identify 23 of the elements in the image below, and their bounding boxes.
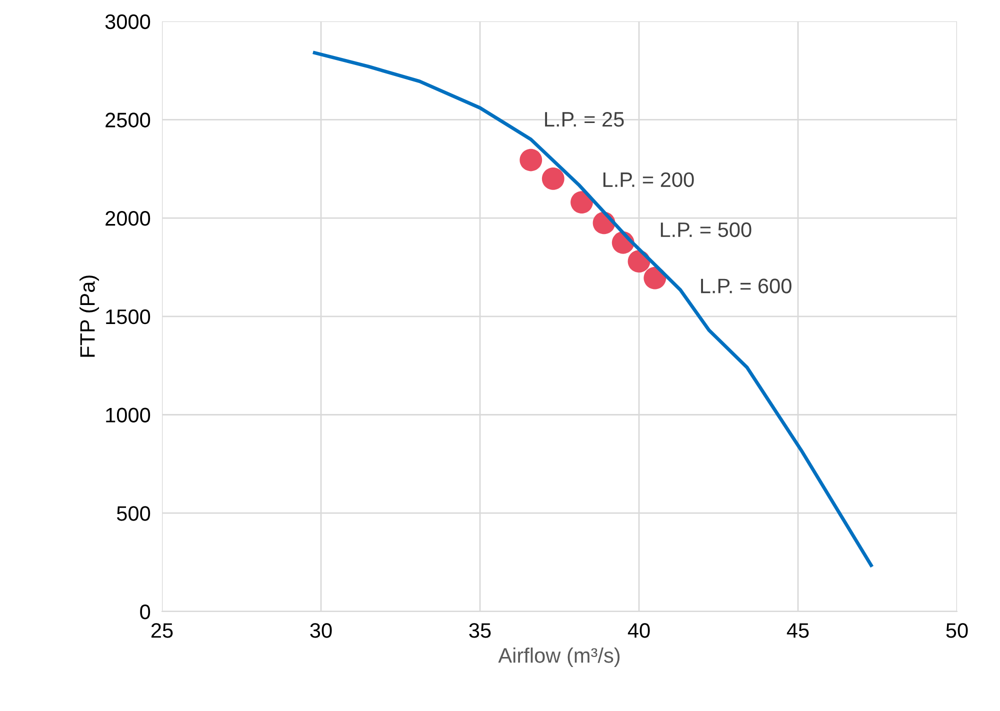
y-tick-label: 2000 xyxy=(106,211,150,226)
y-tick-label: 3000 xyxy=(105,14,150,30)
x-axis-title: Airflow (m³/s) xyxy=(498,648,620,667)
y-tick-label: 1000 xyxy=(106,408,150,423)
x-tick-label: 50 xyxy=(946,623,968,638)
point xyxy=(520,148,542,172)
y-tick-label: 2500 xyxy=(106,112,150,128)
point xyxy=(570,191,593,214)
y-tick-label: 1500 xyxy=(106,309,150,324)
y-axis-title: FTP (Pa) xyxy=(80,276,99,357)
line-series xyxy=(312,51,873,567)
annotation: L.P. = 200 xyxy=(603,172,694,188)
y-tick-label: 500 xyxy=(116,506,150,521)
y-tick-label: 0 xyxy=(140,604,150,620)
annotation: L.P. = 500 xyxy=(660,222,752,238)
annotation: L.P. = 25 xyxy=(545,112,624,127)
x-tick-label: 40 xyxy=(628,623,650,638)
x-tick-label: 30 xyxy=(310,623,332,638)
x-tick-label: 25 xyxy=(151,623,173,638)
point xyxy=(542,168,564,190)
x-tick-label: 45 xyxy=(786,623,809,638)
x-tick-label: 35 xyxy=(469,623,491,638)
annotation: L.P. = 600 xyxy=(701,278,792,294)
